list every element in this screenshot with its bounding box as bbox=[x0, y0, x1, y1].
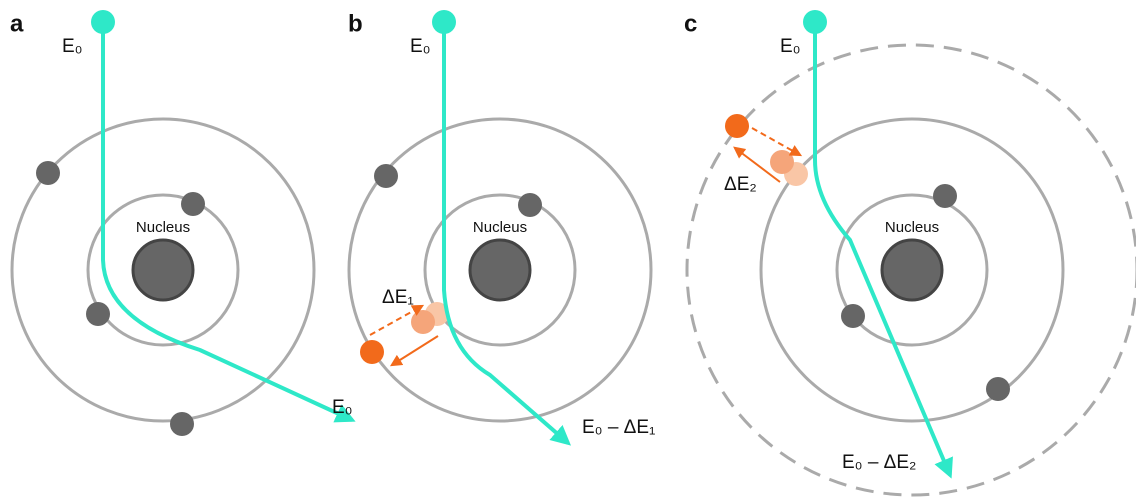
nucleus bbox=[133, 240, 193, 300]
electron bbox=[986, 377, 1010, 401]
electron bbox=[86, 302, 110, 326]
nucleus bbox=[470, 240, 530, 300]
nucleus-label: Nucleus bbox=[473, 219, 527, 236]
transition-arrow bbox=[392, 336, 438, 365]
outgoing-energy: E₀ bbox=[332, 397, 353, 418]
electron bbox=[170, 412, 194, 436]
incident-energy: E₀ bbox=[62, 36, 83, 57]
nucleus-label: Nucleus bbox=[885, 219, 939, 236]
electron bbox=[841, 304, 865, 328]
nucleus bbox=[882, 240, 942, 300]
beam-source bbox=[803, 10, 827, 34]
electron-ghost bbox=[411, 310, 435, 334]
transition-arrow bbox=[752, 128, 800, 155]
energy-loss: ΔE₂ bbox=[724, 174, 757, 195]
ejected-electron bbox=[360, 340, 384, 364]
panel-a: a E₀ E₀ Nucleus bbox=[10, 10, 353, 436]
outgoing-energy: E₀ – ΔE₂ bbox=[842, 452, 916, 473]
outgoing-energy: E₀ – ΔE₁ bbox=[582, 417, 655, 438]
beam-source bbox=[91, 10, 115, 34]
panel-label: b bbox=[348, 10, 363, 37]
incident-energy: E₀ bbox=[780, 36, 801, 57]
panel-b: b E₀ E₀ – ΔE₁ ΔE₁ Nucleus bbox=[348, 10, 655, 443]
panel-label: c bbox=[684, 10, 697, 37]
incident-energy: E₀ bbox=[410, 36, 431, 57]
electron bbox=[36, 161, 60, 185]
panel-c: c E₀ E₀ – ΔE₂ ΔE₂ Nucleus bbox=[684, 10, 1136, 495]
electron bbox=[374, 164, 398, 188]
ejected-electron bbox=[725, 114, 749, 138]
electron-ghost bbox=[770, 150, 794, 174]
diagram: a E₀ E₀ Nucleus b E₀ E₀ – ΔE₁ ΔE₁ Nucleu… bbox=[0, 0, 1136, 497]
energy-loss: ΔE₁ bbox=[382, 287, 414, 308]
electron bbox=[518, 193, 542, 217]
nucleus-label: Nucleus bbox=[136, 219, 190, 236]
electron bbox=[933, 184, 957, 208]
beam-source bbox=[432, 10, 456, 34]
electron bbox=[181, 192, 205, 216]
panel-label: a bbox=[10, 10, 24, 37]
